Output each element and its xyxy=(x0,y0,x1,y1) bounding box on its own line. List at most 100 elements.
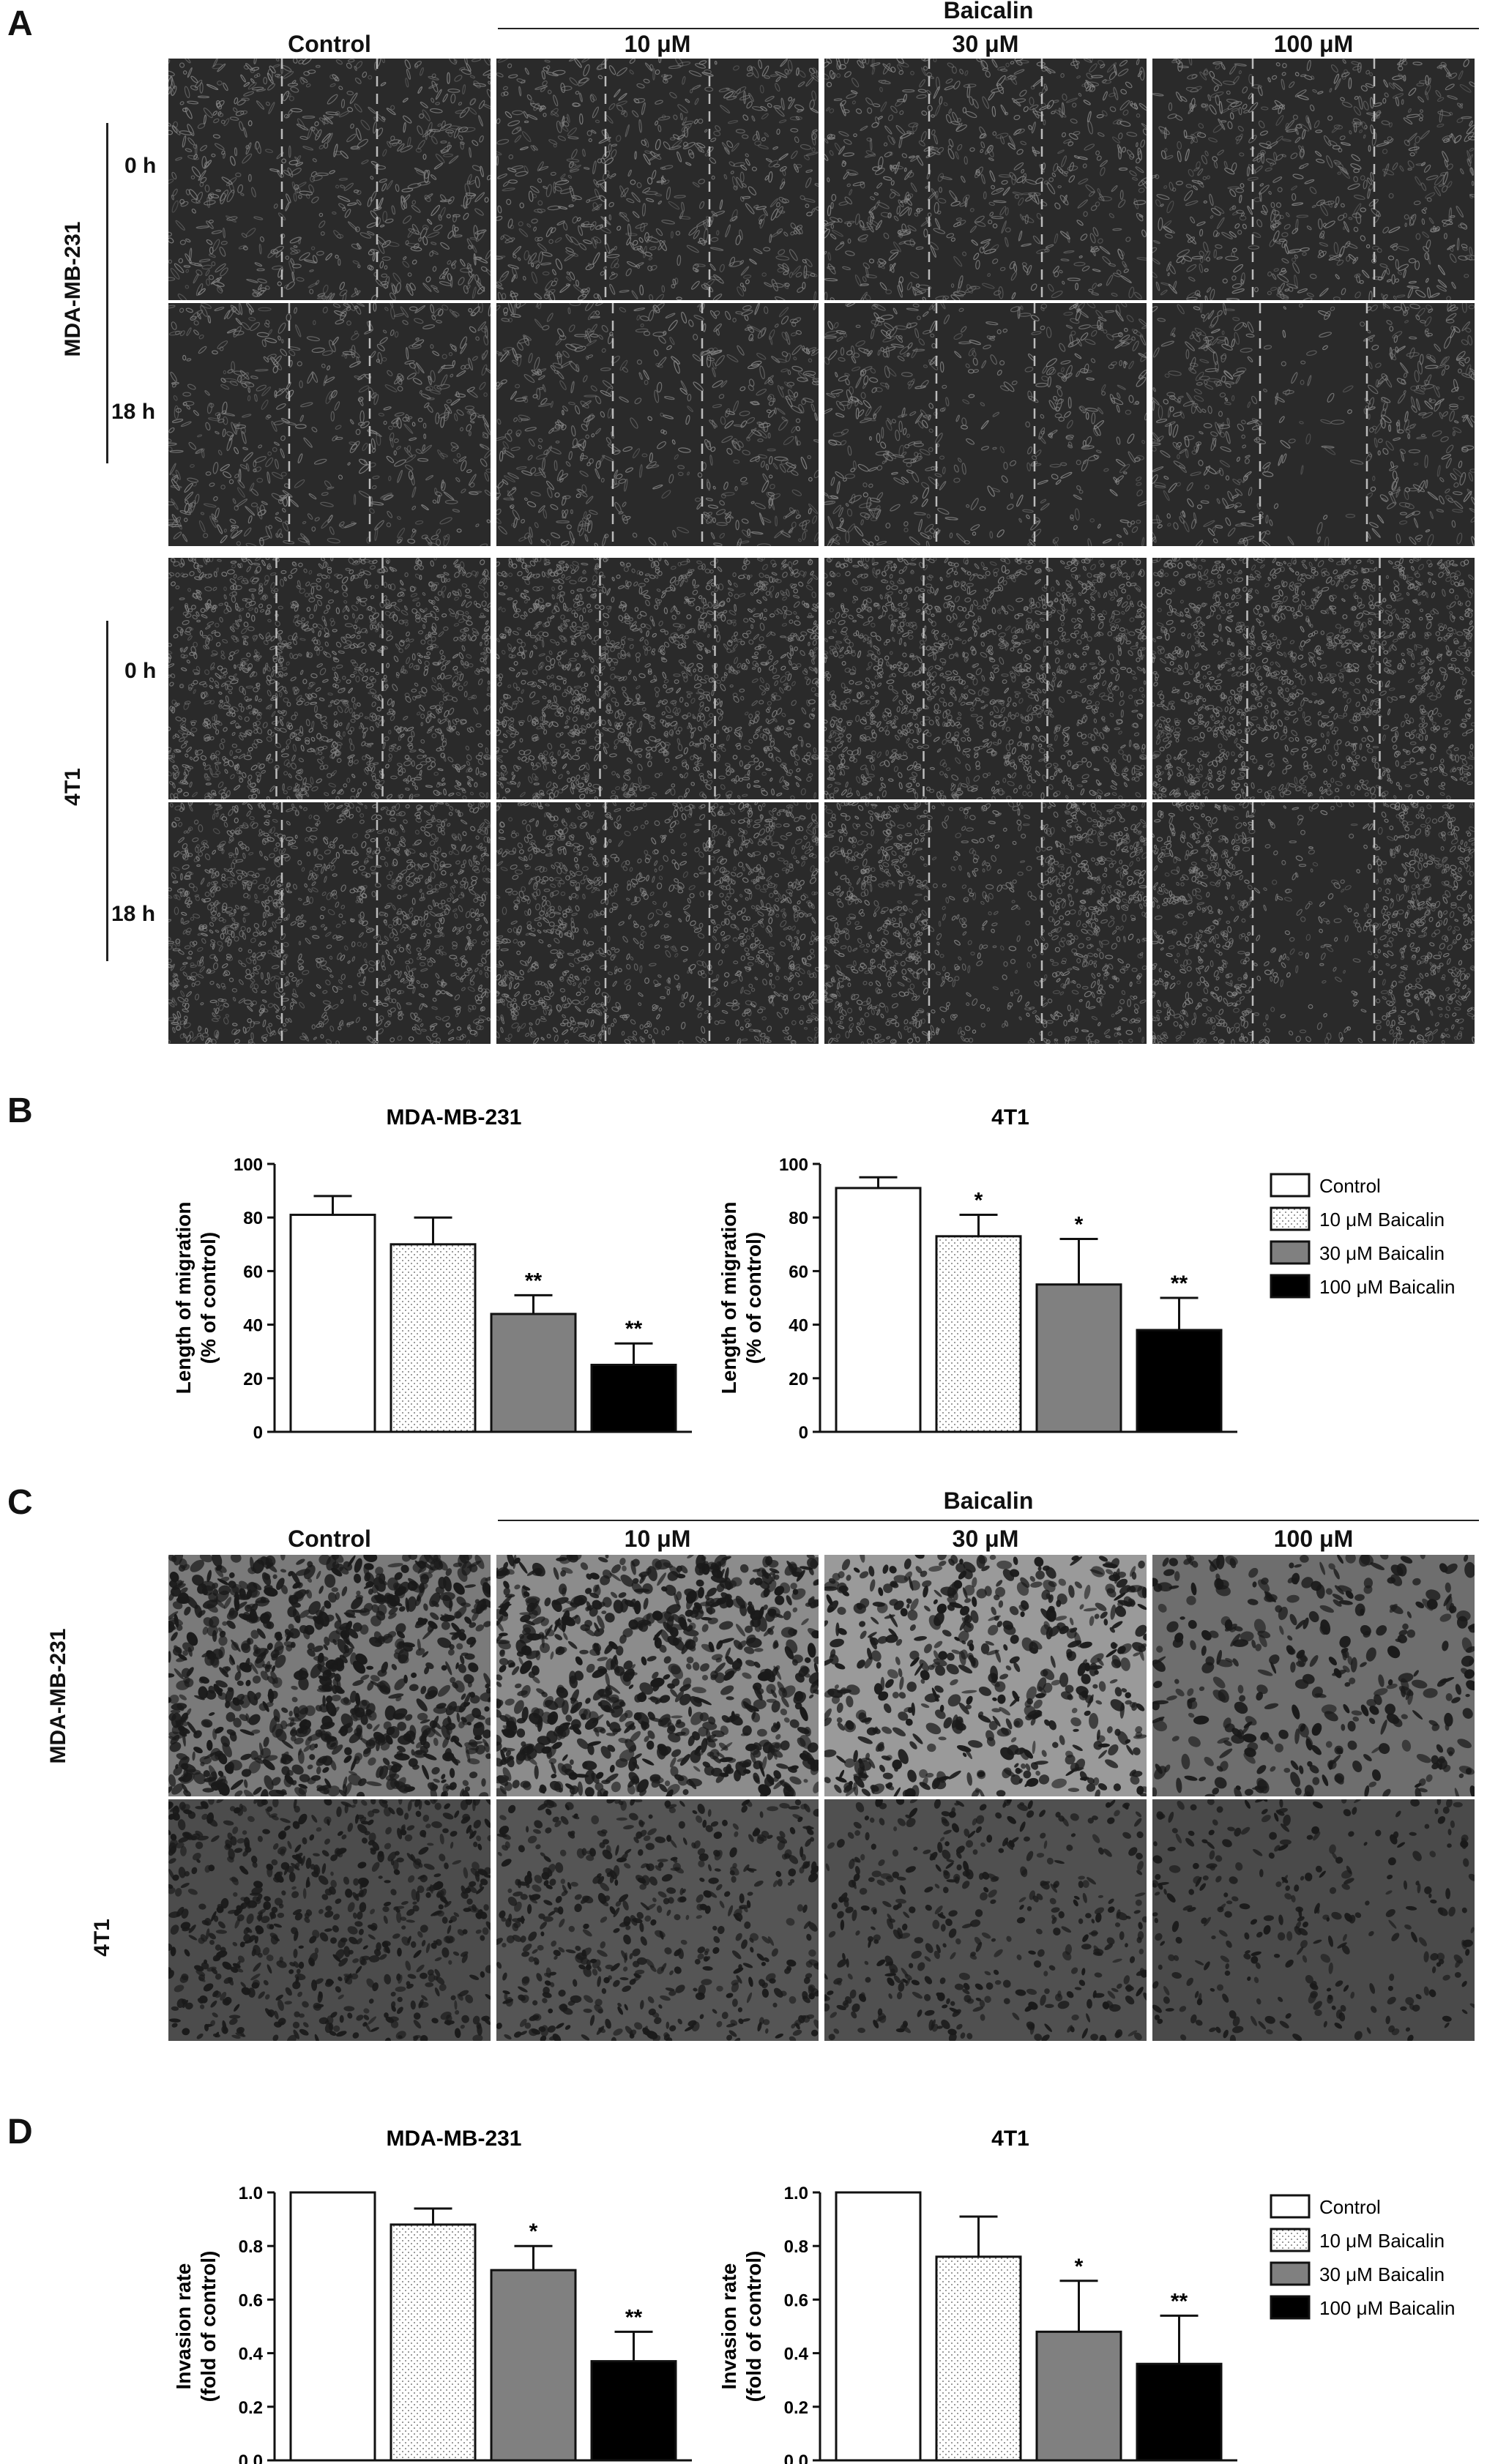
micrograph-a-4t1-0h-10um xyxy=(496,558,819,799)
panel-a-baicalin-line xyxy=(498,28,1479,29)
legend-label-1: Control xyxy=(1319,2196,1381,2218)
legend-label-3: 30 μM Baicalin xyxy=(1319,2263,1445,2285)
micrograph-c-mda-100um xyxy=(1152,1555,1475,1796)
chart-b-mda: MDA-MB-231 Length of migration (% of contr… xyxy=(172,1105,692,1443)
micrograph-c-4t1-control xyxy=(168,1799,491,2041)
micrograph-a-mda-0h-100um xyxy=(1152,59,1475,300)
legend-swatch-4 xyxy=(1270,2295,1311,2320)
panel-c-header-30um: 30 μM xyxy=(952,1526,1019,1552)
y-tick-label: 20 xyxy=(789,1370,808,1389)
error-bar-4 xyxy=(614,2330,653,2362)
micrograph-a-mda-18h-control xyxy=(168,303,491,546)
y-tick-label: 0.0 xyxy=(239,2452,263,2464)
panel-label-a: A xyxy=(7,4,33,43)
panel-c-baicalin-header: Baicalin xyxy=(943,1487,1034,1514)
bar-3 xyxy=(490,1313,577,1433)
bar-2 xyxy=(390,1243,477,1433)
bar-1 xyxy=(289,1214,376,1433)
y-axis-label: Invasion rate (fold of control) xyxy=(718,2251,765,2403)
y-tick-label: 1.0 xyxy=(784,2184,808,2203)
error-bar-1 xyxy=(859,1176,898,1188)
legend-swatch-3 xyxy=(1270,2261,1311,2286)
bar-4 xyxy=(590,1364,677,1433)
error-bar-1 xyxy=(313,1195,352,1215)
panel-c-header-100um: 100 μM xyxy=(1273,1526,1354,1552)
y-tick-label: 40 xyxy=(789,1316,808,1336)
error-bar-3 xyxy=(514,1293,553,1314)
micrograph-a-mda-18h-100um xyxy=(1152,303,1475,546)
chart-b-4t1: 4T1 Length of migration (% of control) 0 20 4… xyxy=(718,1105,1237,1443)
bar-1 xyxy=(835,2191,922,2462)
panel-a-label-4t1-0h: 0 h xyxy=(124,659,157,683)
y-tick-label: 0.2 xyxy=(239,2398,263,2418)
bar-4 xyxy=(1136,1329,1223,1433)
y-tick-label: 0.0 xyxy=(784,2452,808,2464)
significance-marker-4: ** xyxy=(625,2305,643,2329)
legend-label-2: 10 μM Baicalin xyxy=(1319,2230,1445,2252)
panel-a-header-10um: 10 μM xyxy=(624,31,691,57)
significance-marker-4: ** xyxy=(1171,1272,1188,1296)
legend-label-2: 10 μM Baicalin xyxy=(1319,1209,1445,1231)
legend-swatch-2 xyxy=(1270,1206,1311,1231)
significance-marker-3: * xyxy=(1075,1212,1084,1236)
significance-marker-2: * xyxy=(974,1189,983,1213)
y-axis-label: Length of migration (% of control) xyxy=(718,1202,765,1395)
error-bar-4 xyxy=(614,1342,653,1365)
y-tick-label: 0.8 xyxy=(784,2237,808,2257)
bar-2 xyxy=(935,2255,1022,2462)
legend-label-4: 100 μM Baicalin xyxy=(1319,2297,1456,2319)
micrograph-c-4t1-10um xyxy=(496,1799,819,2041)
micrograph-a-mda-18h-30um xyxy=(824,303,1147,546)
y-tick-label: 60 xyxy=(789,1262,808,1282)
micrograph-a-4t1-18h-10um xyxy=(496,802,819,1044)
error-bar-2 xyxy=(414,1216,452,1244)
legend-d: Control 10 μM Baicalin 30 μM Baicalin 100 μ… xyxy=(1270,2194,1456,2320)
panel-c-header-10um: 10 μM xyxy=(624,1526,691,1552)
error-bar-3 xyxy=(1059,2280,1098,2332)
y-tick-label: 80 xyxy=(243,1209,263,1228)
bar-3 xyxy=(490,2269,577,2462)
error-bar-2 xyxy=(959,1214,998,1236)
legend-label-1: Control xyxy=(1319,1175,1381,1197)
y-tick-label: 20 xyxy=(243,1370,263,1389)
panel-a-header-100um: 100 μM xyxy=(1273,31,1354,57)
error-bar-3 xyxy=(1059,1237,1098,1285)
y-axis-label: Invasion rate (fold of control) xyxy=(172,2251,220,2403)
y-tick-label: 0.6 xyxy=(784,2291,808,2310)
significance-marker-4: ** xyxy=(625,1317,643,1341)
y-tick-label: 0.4 xyxy=(239,2345,264,2364)
legend-label-4: 100 μM Baicalin xyxy=(1319,1276,1456,1298)
micrograph-a-4t1-18h-30um xyxy=(824,802,1147,1044)
chart-title: MDA-MB-231 xyxy=(386,2127,521,2151)
bar-1 xyxy=(289,2191,376,2462)
y-tick-label: 0.8 xyxy=(239,2237,263,2257)
y-tick-label: 0.6 xyxy=(239,2291,263,2310)
panel-a-header-30um: 30 μM xyxy=(952,31,1019,57)
y-tick-label: 100 xyxy=(234,1155,263,1175)
panel-a-bracket-mda xyxy=(106,123,108,463)
y-tick-label: 0.2 xyxy=(784,2398,808,2418)
micrograph-a-4t1-0h-100um xyxy=(1152,558,1475,799)
legend-swatch-3 xyxy=(1270,1240,1311,1265)
micrograph-c-4t1-100um xyxy=(1152,1799,1475,2041)
micrograph-c-4t1-30um xyxy=(824,1799,1147,2041)
y-tick-label: 60 xyxy=(243,1262,263,1282)
legend-swatch-2 xyxy=(1270,2228,1311,2252)
panel-c-baicalin-line xyxy=(498,1520,1479,1521)
panel-a-label-4t1-18h: 18 h xyxy=(111,902,156,926)
y-axis-label: Length of migration (% of control) xyxy=(172,1202,220,1395)
panel-label-b: B xyxy=(7,1091,33,1130)
bar-2 xyxy=(390,2223,477,2462)
legend-swatch-1 xyxy=(1270,1173,1311,1198)
micrograph-a-mda-0h-10um xyxy=(496,59,819,300)
legend-b: Control 10 μM Baicalin 30 μM Baicalin 100 μ… xyxy=(1270,1173,1456,1299)
bar-3 xyxy=(1035,2330,1122,2462)
micrograph-c-mda-10um xyxy=(496,1555,819,1796)
micrograph-c-mda-30um xyxy=(824,1555,1147,1796)
micrograph-a-4t1-18h-100um xyxy=(1152,802,1475,1044)
micrograph-a-mda-0h-30um xyxy=(824,59,1147,300)
y-tick-label: 0.4 xyxy=(784,2345,809,2364)
micrograph-a-mda-0h-control xyxy=(168,59,491,300)
significance-marker-3: * xyxy=(1075,2255,1084,2279)
bar-1 xyxy=(835,1187,922,1433)
